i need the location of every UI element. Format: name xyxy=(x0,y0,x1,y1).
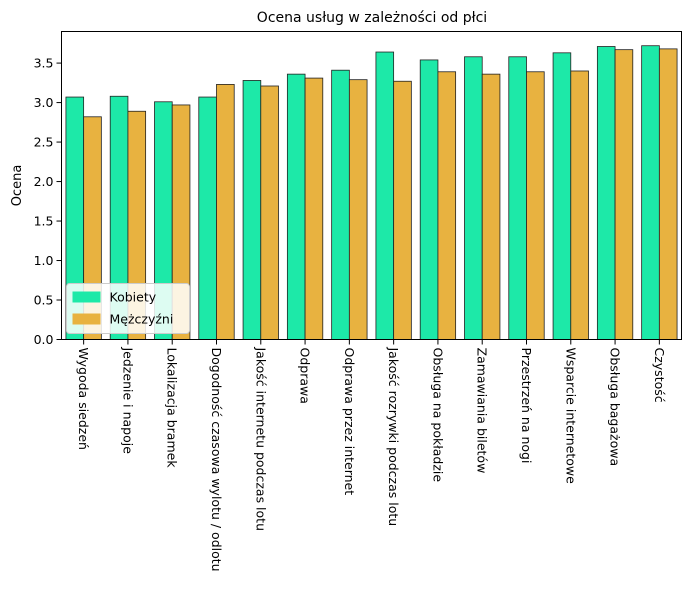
y-tick-label: 2.0 xyxy=(34,174,54,189)
bar-mezczyzni xyxy=(437,71,457,340)
x-tick-label: Przestrzeń na nogi xyxy=(519,348,534,464)
x-tick-label: Odprawa xyxy=(298,348,313,404)
x-tick-label: Jedzenie i napoje xyxy=(120,347,135,455)
y-axis-label: Ocena xyxy=(10,165,25,207)
x-tick-label: Obsługa na pokładzie xyxy=(430,348,445,483)
legend-swatch xyxy=(72,291,101,303)
legend: Kobiety Mężczyźni xyxy=(66,283,190,334)
y-tick-label: 3.0 xyxy=(34,95,54,110)
x-tick-label: Zamawiania biletów xyxy=(475,348,490,474)
x-tick-label: Odprawa przez internet xyxy=(342,348,357,496)
legend-swatch xyxy=(72,313,101,325)
bar-mezczyzni xyxy=(658,48,678,340)
y-tick-label: 0.5 xyxy=(34,293,54,308)
y-tick-label: 3.5 xyxy=(34,56,54,71)
x-tick-label: Jakość internetu podczas lotu xyxy=(253,347,268,532)
bar-mezczyzni xyxy=(348,79,368,340)
bar-mezczyzni xyxy=(216,84,235,340)
y-axis-ticks: 0.0 0.5 1.0 1.5 2.0 2.5 3.0 3.5 xyxy=(34,56,62,347)
bar-mezczyzni xyxy=(526,71,545,340)
x-tick-label: Czystość xyxy=(652,348,667,403)
y-tick-label: 1.5 xyxy=(34,214,54,229)
bar-mezczyzni xyxy=(393,80,412,340)
x-tick-label: Obsługa bagażowa xyxy=(608,348,623,467)
bar-kobiety xyxy=(242,80,262,340)
x-tick-label: Wygoda siedzeń xyxy=(76,348,91,450)
y-tick-label: 0.0 xyxy=(34,332,54,347)
x-tick-label: Wsparcie internetowe xyxy=(563,348,578,485)
plot-frame xyxy=(61,31,682,340)
bar-mezczyzni xyxy=(614,49,634,340)
y-tick-label: 2.5 xyxy=(34,135,54,150)
y-tick-label: 1.0 xyxy=(34,253,54,268)
bar-kobiety xyxy=(464,56,483,340)
legend-label: Mężczyźni xyxy=(110,312,174,327)
bar-mezczyzni xyxy=(260,85,279,340)
bar-mezczyzni xyxy=(570,70,589,340)
legend-label: Kobiety xyxy=(110,290,157,305)
bar-kobiety xyxy=(419,59,439,340)
chart-title: Ocena usług w zależności od płci xyxy=(257,10,487,26)
bar-kobiety xyxy=(331,69,350,340)
bar-mezczyzni xyxy=(304,77,324,340)
x-tick-label: Jakość rozrywki podczas lotu xyxy=(386,347,401,527)
bar-kobiety xyxy=(375,51,395,340)
x-tick-label: Lokalizacja bramek xyxy=(165,348,180,469)
bar-kobiety xyxy=(596,46,616,340)
bar-kobiety xyxy=(552,52,572,340)
bar-kobiety xyxy=(286,73,306,340)
bar-kobiety xyxy=(508,56,527,340)
bar-mezczyzni xyxy=(481,73,501,340)
bar-kobiety xyxy=(641,45,660,340)
x-axis-tick-labels: Wygoda siedzeń Jedzenie i napoje Lokalizac… xyxy=(76,339,667,572)
x-tick-label: Dogodność czasowa wylotu / odlotu xyxy=(209,348,224,572)
bar-kobiety xyxy=(198,96,217,340)
